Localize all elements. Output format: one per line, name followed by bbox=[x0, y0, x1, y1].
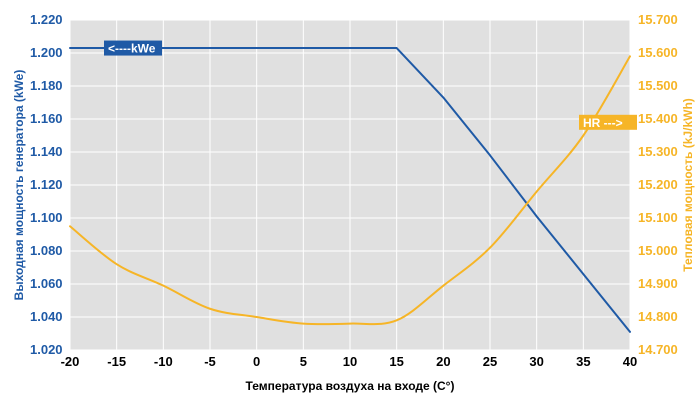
y-right-tick-label: 15.500 bbox=[638, 78, 678, 93]
y-left-tick-label: 1.040 bbox=[30, 309, 63, 324]
y-left-axis-title: Выходная мощность генератора (kWe) bbox=[12, 70, 26, 301]
x-tick-label: -15 bbox=[107, 354, 126, 369]
y-left-tick-label: 1.160 bbox=[30, 111, 63, 126]
y-right-tick-label: 14.900 bbox=[638, 276, 678, 291]
x-tick-label: 25 bbox=[483, 354, 497, 369]
x-tick-label: 5 bbox=[300, 354, 307, 369]
x-axis-title: Температура воздуха на входе (С°) bbox=[246, 379, 455, 393]
y-right-tick-label: 15.000 bbox=[638, 243, 678, 258]
y-left-tick-label: 1.020 bbox=[30, 342, 63, 357]
x-tick-label: -10 bbox=[154, 354, 173, 369]
y-left-tick-label: 1.180 bbox=[30, 78, 63, 93]
x-tick-label: -20 bbox=[61, 354, 80, 369]
x-tick-label: 10 bbox=[343, 354, 357, 369]
y-right-tick-label: 15.200 bbox=[638, 177, 678, 192]
x-tick-labels: -20 -15 -10 -5 0 5 10 15 20 25 30 35 40 bbox=[61, 354, 638, 369]
x-tick-label: 30 bbox=[529, 354, 543, 369]
y-left-tick-label: 1.200 bbox=[30, 45, 63, 60]
y-right-tick-label: 15.700 bbox=[638, 12, 678, 27]
y-left-tick-label: 1.140 bbox=[30, 144, 63, 159]
x-tick-label: -5 bbox=[204, 354, 216, 369]
y-right-tick-label: 15.100 bbox=[638, 210, 678, 225]
y-left-tick-label: 1.080 bbox=[30, 243, 63, 258]
y-left-tick-labels: 1.020 1.040 1.060 1.080 1.100 1.120 1.140 1.160… bbox=[30, 12, 63, 357]
y-right-tick-labels: 14.700 14.800 14.900 15.000 15.100 15.200 15.3… bbox=[638, 12, 678, 357]
x-tick-label: 20 bbox=[436, 354, 450, 369]
y-right-axis-title: Тепловая мощность (kJ/kWh) bbox=[681, 98, 695, 272]
y-right-tick-label: 15.400 bbox=[638, 111, 678, 126]
annotation-label: HR ---> bbox=[583, 116, 623, 130]
y-left-tick-label: 1.100 bbox=[30, 210, 63, 225]
y-right-tick-label: 14.800 bbox=[638, 309, 678, 324]
y-left-tick-label: 1.220 bbox=[30, 12, 63, 27]
x-tick-label: 35 bbox=[576, 354, 590, 369]
annotation-label: <----kWe bbox=[108, 42, 156, 56]
x-tick-label: 0 bbox=[253, 354, 260, 369]
x-tick-label: 15 bbox=[389, 354, 403, 369]
y-left-tick-label: 1.060 bbox=[30, 276, 63, 291]
y-left-tick-label: 1.120 bbox=[30, 177, 63, 192]
y-right-tick-label: 15.300 bbox=[638, 144, 678, 159]
y-right-tick-label: 15.600 bbox=[638, 45, 678, 60]
x-tick-label: 40 bbox=[623, 354, 637, 369]
y-right-tick-label: 14.700 bbox=[638, 342, 678, 357]
